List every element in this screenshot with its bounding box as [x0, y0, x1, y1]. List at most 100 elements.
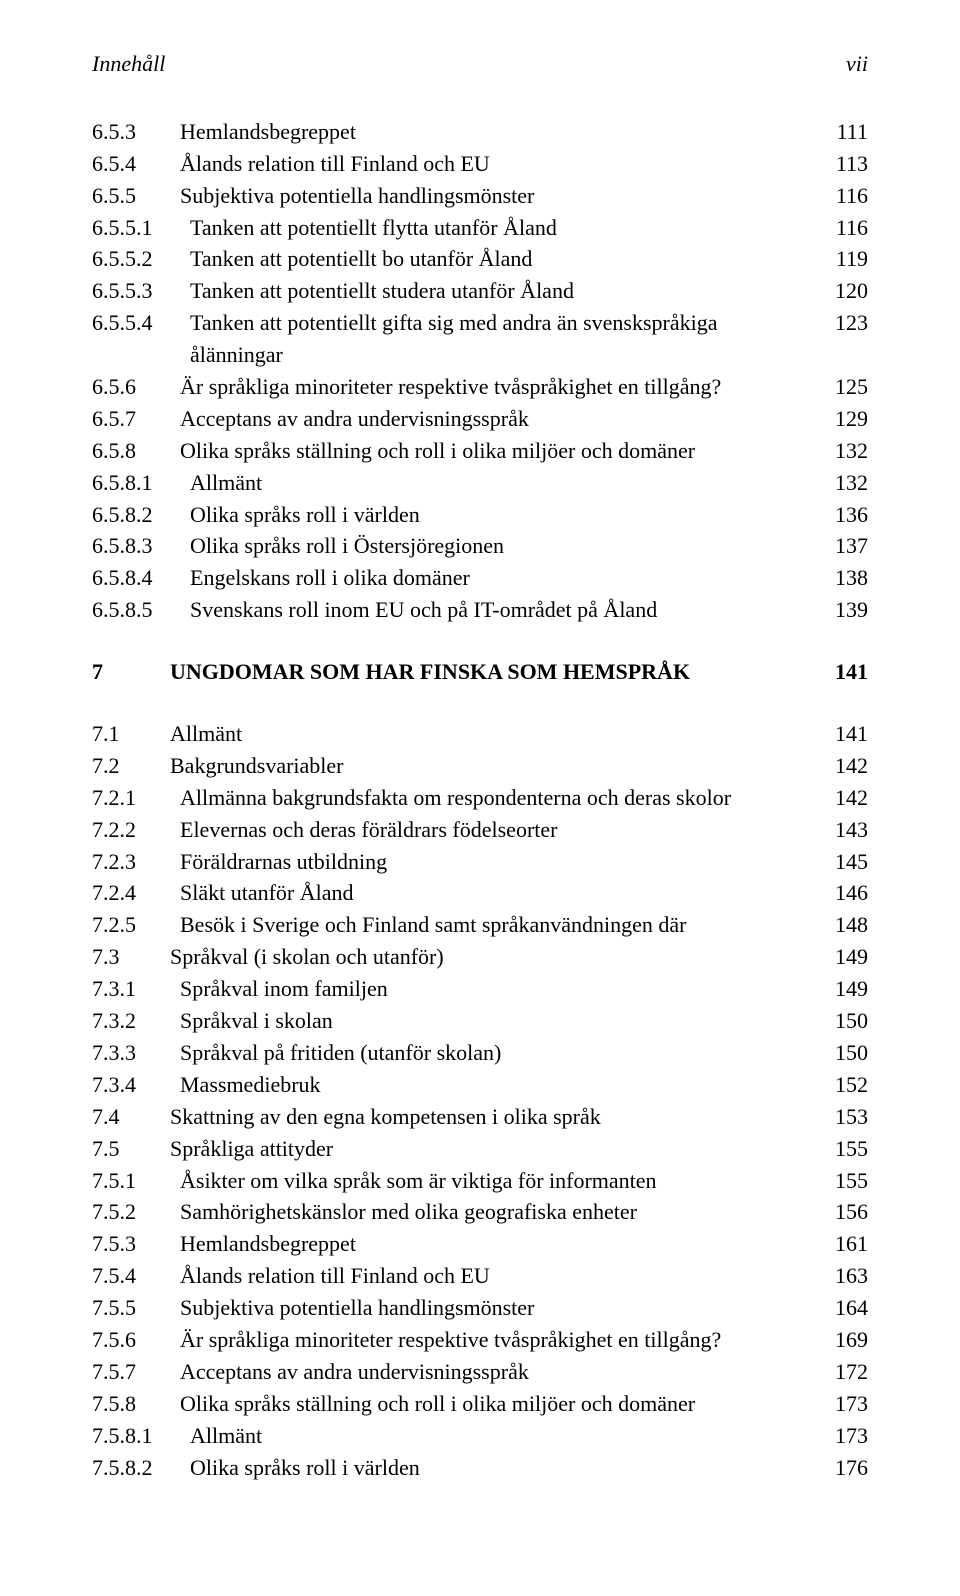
toc-entry-number: 6.5.5.4 — [92, 307, 190, 339]
toc-row: 7.2.4Släkt utanför Åland146 — [92, 877, 868, 909]
toc-entry-page: 123 — [824, 307, 868, 339]
toc-row: 7.5.1Åsikter om vilka språk som är vikti… — [92, 1165, 868, 1197]
toc-entry-title: Samhörighetskänslor med olika geografisk… — [180, 1196, 824, 1228]
toc-entry-title: Besök i Sverige och Finland samt språkan… — [180, 909, 824, 941]
toc-entry-title: Olika språks ställning och roll i olika … — [180, 435, 824, 467]
toc-entry-page: 116 — [824, 180, 868, 212]
toc-entry-page: 152 — [824, 1069, 868, 1101]
toc-entry-number: 6.5.8.4 — [92, 562, 190, 594]
toc-entry-page: 142 — [824, 750, 868, 782]
toc-row: 7.2.3Föräldrarnas utbildning145 — [92, 846, 868, 878]
toc-entry-number: 7.5.7 — [92, 1356, 180, 1388]
toc-entry-page: 161 — [824, 1228, 868, 1260]
toc-entry-number: 6.5.5.3 — [92, 275, 190, 307]
toc-entry-page: 139 — [824, 594, 868, 626]
toc-row: 6.5.5Subjektiva potentiella handlingsmön… — [92, 180, 868, 212]
toc-entry-number: 7.3.3 — [92, 1037, 180, 1069]
toc-entry-number: 7.5.1 — [92, 1165, 180, 1197]
toc-row: 7.3.4Massmediebruk152 — [92, 1069, 868, 1101]
toc-entry-number: 6.5.8.1 — [92, 467, 190, 499]
toc-entry-page: 143 — [824, 814, 868, 846]
toc-row: 7.5.8.2Olika språks roll i världen176 — [92, 1452, 868, 1484]
toc-entry-number: 6.5.6 — [92, 371, 180, 403]
toc-entry-page: 149 — [824, 941, 868, 973]
header-section-title: Innehåll — [92, 48, 165, 80]
toc-entry-page: 120 — [824, 275, 868, 307]
toc-entry-number: 6.5.8.5 — [92, 594, 190, 626]
toc-entry-page: 169 — [824, 1324, 868, 1356]
toc-entry-page: 132 — [824, 435, 868, 467]
toc-row: 6.5.8.5Svenskans roll inom EU och på IT-… — [92, 594, 868, 626]
toc-entry-page: 125 — [824, 371, 868, 403]
toc-entry-page: 163 — [824, 1260, 868, 1292]
toc-entry-number: 6.5.4 — [92, 148, 180, 180]
toc-entry-page: 173 — [824, 1420, 868, 1452]
toc-row: 7.3.1Språkval inom familjen149 — [92, 973, 868, 1005]
toc-entry-number: 7.5.8 — [92, 1388, 180, 1420]
toc-entry-page: 141 — [824, 656, 868, 688]
toc-row: 6.5.5.1Tanken att potentiellt flytta uta… — [92, 212, 868, 244]
toc-entry-page: 164 — [824, 1292, 868, 1324]
toc-entry-title: Är språkliga minoriteter respektive tvås… — [180, 1324, 824, 1356]
toc-entry-title: Tanken att potentiellt bo utanför Åland — [190, 243, 824, 275]
toc-entry-page: 148 — [824, 909, 868, 941]
toc-row: 6.5.6Är språkliga minoriteter respektive… — [92, 371, 868, 403]
toc-entry-number: 7.2 — [92, 750, 170, 782]
toc-row: 7.5.8.1Allmänt173 — [92, 1420, 868, 1452]
toc-entry-number: 7.2.1 — [92, 782, 180, 814]
toc-entry-number: 7.4 — [92, 1101, 170, 1133]
toc-entry-page: 116 — [824, 212, 868, 244]
toc-entry-page: 150 — [824, 1005, 868, 1037]
toc-entry-title: Föräldrarnas utbildning — [180, 846, 824, 878]
toc-entry-page: 155 — [824, 1133, 868, 1165]
toc-entry-number: 6.5.8.2 — [92, 499, 190, 531]
toc-entry-number: 6.5.8 — [92, 435, 180, 467]
toc-entry-number: 7.5.4 — [92, 1260, 180, 1292]
toc-entry-title: Svenskans roll inom EU och på IT-området… — [190, 594, 824, 626]
toc-entry-number: 7.1 — [92, 718, 170, 750]
toc-entry-title: Allmänt — [190, 467, 824, 499]
toc-entry-title: Olika språks ställning och roll i olika … — [180, 1388, 824, 1420]
toc-entry-number: 7.5.8.2 — [92, 1452, 190, 1484]
toc-row: 6.5.8.1Allmänt132 — [92, 467, 868, 499]
toc-row: 7.5.3Hemlandsbegreppet161 — [92, 1228, 868, 1260]
toc-row: 7.5.6Är språkliga minoriteter respektive… — [92, 1324, 868, 1356]
toc-entry-number: 7.5.3 — [92, 1228, 180, 1260]
toc-entry-title: Språkval på fritiden (utanför skolan) — [180, 1037, 824, 1069]
toc-entry-title: Skattning av den egna kompetensen i olik… — [170, 1101, 824, 1133]
toc-row: 7.2.5Besök i Sverige och Finland samt sp… — [92, 909, 868, 941]
toc-row: 7.4Skattning av den egna kompetensen i o… — [92, 1101, 868, 1133]
toc-row: 6.5.8Olika språks ställning och roll i o… — [92, 435, 868, 467]
toc-entry-title: Allmänt — [170, 718, 824, 750]
toc-entry-title: Subjektiva potentiella handlingsmönster — [180, 1292, 824, 1324]
toc-entry-title: Tanken att potentiellt flytta utanför Ål… — [190, 212, 824, 244]
toc-entry-page: 156 — [824, 1196, 868, 1228]
toc-entry-title: Massmediebruk — [180, 1069, 824, 1101]
toc-entry-number: 7.5.5 — [92, 1292, 180, 1324]
toc-row: 7.2Bakgrundsvariabler142 — [92, 750, 868, 782]
toc-entry-page: 150 — [824, 1037, 868, 1069]
toc-entry-number: 6.5.7 — [92, 403, 180, 435]
toc-row: 7.5.7Acceptans av andra undervisningsspr… — [92, 1356, 868, 1388]
toc-entry-title: Språkval inom familjen — [180, 973, 824, 1005]
toc-row: 7.5.2Samhörighetskänslor med olika geogr… — [92, 1196, 868, 1228]
toc-entry-page: 173 — [824, 1388, 868, 1420]
toc-entry-page: 145 — [824, 846, 868, 878]
toc-row: 7.5.5Subjektiva potentiella handlingsmön… — [92, 1292, 868, 1324]
toc-entry-page: 136 — [824, 499, 868, 531]
toc-entry-title: Acceptans av andra undervisningsspråk — [180, 1356, 824, 1388]
toc-entry-title: Allmänna bakgrundsfakta om respondentern… — [180, 782, 824, 814]
toc-entry-number: 6.5.5.1 — [92, 212, 190, 244]
toc-row: 6.5.7Acceptans av andra undervisningsspr… — [92, 403, 868, 435]
toc-entry-title: Är språkliga minoriteter respektive tvås… — [180, 371, 824, 403]
toc-entry-title: Släkt utanför Åland — [180, 877, 824, 909]
toc-entry-title: Hemlandsbegreppet — [180, 1228, 824, 1260]
toc-entry-title: Ålands relation till Finland och EU — [180, 148, 824, 180]
toc-row: 7.3.3Språkval på fritiden (utanför skola… — [92, 1037, 868, 1069]
toc-entry-page: 176 — [824, 1452, 868, 1484]
toc-entry-number: 6.5.5 — [92, 180, 180, 212]
toc-entry-title: Olika språks roll i världen — [190, 1452, 824, 1484]
toc-entry-number: 7.3.4 — [92, 1069, 180, 1101]
toc-entry-title: Bakgrundsvariabler — [170, 750, 824, 782]
toc-entry-page: 142 — [824, 782, 868, 814]
